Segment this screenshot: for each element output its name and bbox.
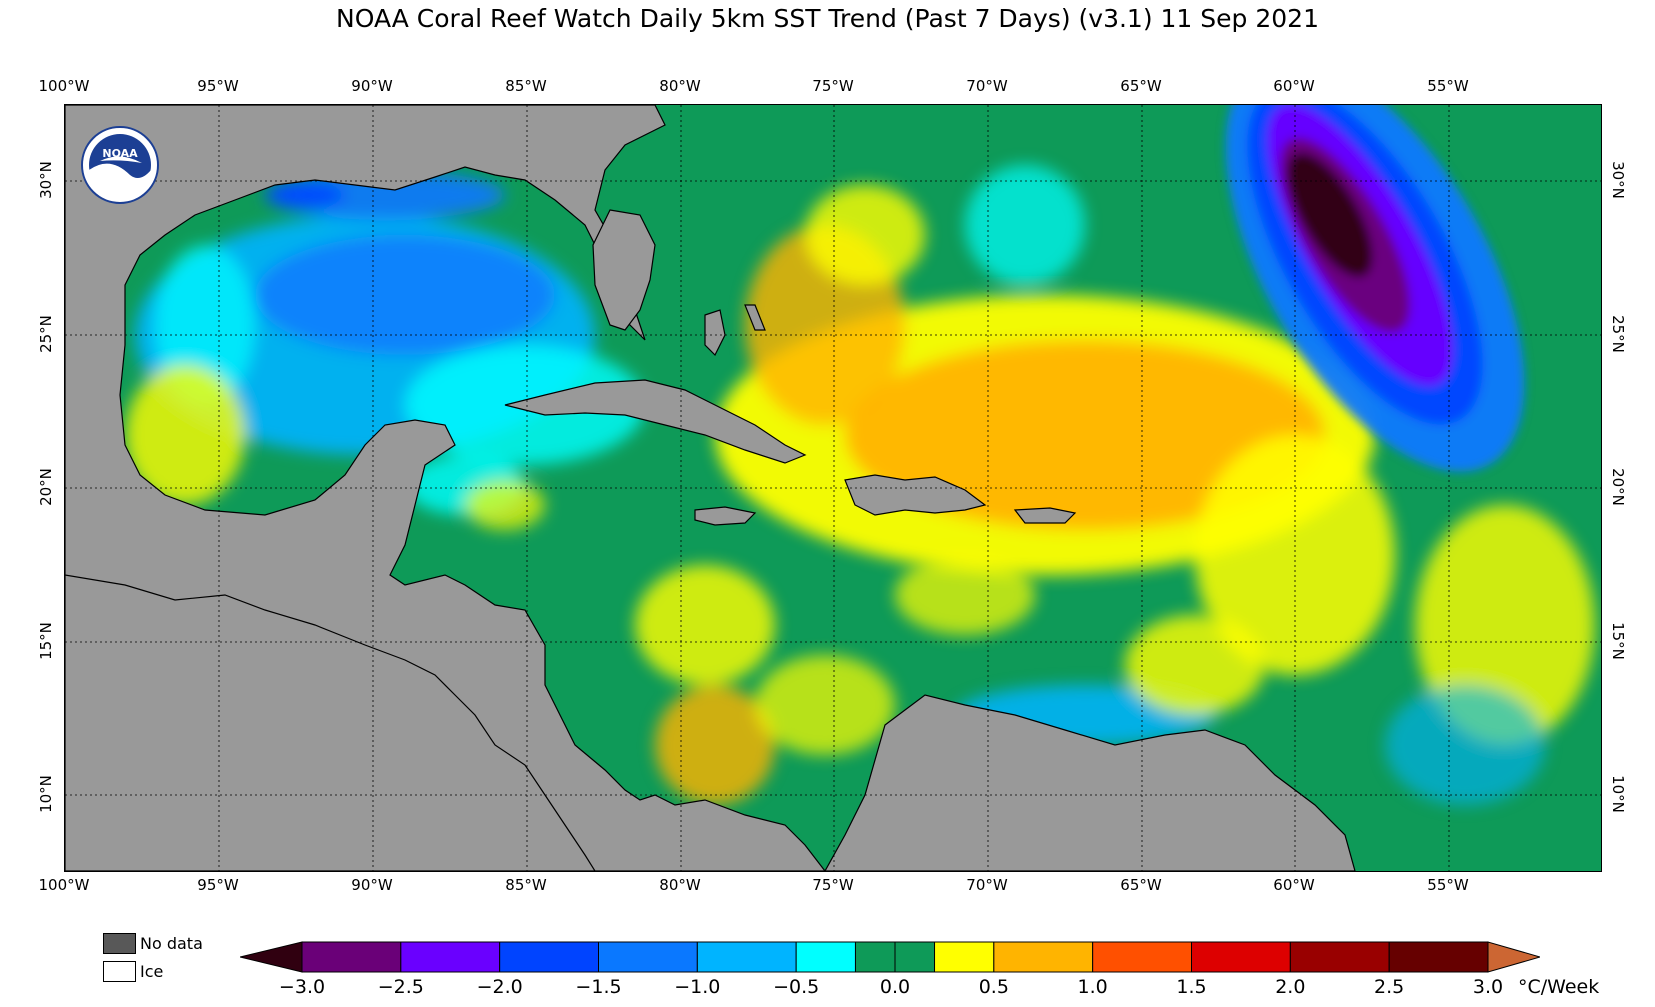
lon-tick-top: 100°W	[38, 77, 90, 95]
ice-label: Ice	[140, 962, 164, 981]
colorbar-over-arrow	[1487, 941, 1540, 973]
hispaniola-island	[844, 474, 987, 516]
colorbar-tick-label: 2.0	[1275, 976, 1306, 998]
colorbar-tick-label: 0.0	[879, 976, 911, 998]
sst-map-svg: NOAA	[65, 105, 1601, 871]
colorbar-bin	[696, 941, 797, 973]
colorbar-bin	[854, 941, 896, 973]
lat-tick-right: 15°N	[1609, 622, 1627, 660]
colorbar-tick-label: 1.0	[1077, 976, 1108, 998]
south-america-land	[824, 694, 1356, 871]
colorbar-tick-label: −2.0	[476, 976, 523, 998]
lon-tick-top: 60°W	[1273, 77, 1315, 95]
lon-tick-top: 75°W	[812, 77, 854, 95]
lat-tick-left: 30°N	[37, 161, 55, 199]
colorbar-tick-label: −0.5	[773, 976, 820, 998]
colorbar-tick-label: 2.5	[1374, 976, 1405, 998]
lon-tick-bottom: 80°W	[659, 876, 701, 894]
colorbar-tick-label: 3.0	[1472, 976, 1504, 998]
colorbar-tick-label: −2.5	[377, 976, 424, 998]
colorbar-bin	[934, 941, 995, 973]
colorbar-bin	[301, 941, 402, 973]
colorbar-bin	[1191, 941, 1291, 973]
north-america-land	[65, 105, 826, 871]
map-title: NOAA Coral Reef Watch Daily 5km SST Tren…	[336, 4, 1319, 33]
colorbar-bin	[795, 941, 856, 973]
no-data-swatch	[103, 933, 136, 954]
colorbar-tick-label: −3.0	[278, 976, 326, 998]
colorbar-bin	[400, 941, 501, 973]
land-masses	[65, 105, 1356, 871]
lon-tick-bottom: 90°W	[351, 876, 393, 894]
lat-tick-right: 30°N	[1609, 161, 1627, 199]
colorbar-under-arrow	[240, 941, 303, 973]
colorbar-tick-label: −1.5	[575, 976, 622, 998]
jamaica-island	[694, 506, 757, 526]
lon-tick-top: 80°W	[659, 77, 701, 95]
graticule	[65, 105, 1601, 871]
lon-tick-top: 90°W	[351, 77, 393, 95]
lon-tick-bottom: 70°W	[966, 876, 1008, 894]
colorbar-tick-label: −1.0	[674, 976, 721, 998]
svg-text:NOAA: NOAA	[102, 147, 138, 160]
lat-tick-right: 20°N	[1609, 468, 1627, 506]
lat-tick-left: 10°N	[37, 775, 55, 813]
lon-tick-bottom: 65°W	[1120, 876, 1162, 894]
colorbar-tick-label: 0.5	[978, 976, 1009, 998]
no-data-label: No data	[140, 934, 203, 953]
lat-tick-right: 25°N	[1609, 315, 1627, 353]
noaa-logo: NOAA	[81, 126, 159, 204]
lat-tick-right: 10°N	[1609, 775, 1627, 813]
lon-tick-bottom: 95°W	[197, 876, 239, 894]
lon-tick-top: 70°W	[966, 77, 1008, 95]
colorbar	[240, 941, 1540, 973]
cuba-island	[504, 379, 807, 464]
colorbar-bin	[598, 941, 698, 973]
puerto-rico-island	[1013, 507, 1077, 524]
colorbar-bin	[499, 941, 599, 973]
lon-tick-bottom: 75°W	[812, 876, 854, 894]
florida-peninsula	[592, 209, 656, 331]
lat-tick-left: 15°N	[37, 622, 55, 660]
lon-tick-bottom: 60°W	[1273, 876, 1315, 894]
lon-tick-bottom: 55°W	[1427, 876, 1469, 894]
lon-tick-top: 85°W	[505, 77, 547, 95]
lat-tick-left: 20°N	[37, 468, 55, 506]
lon-tick-bottom: 85°W	[505, 876, 547, 894]
bahamas-islands	[704, 304, 766, 357]
colorbar-tick-label: 1.5	[1176, 976, 1207, 998]
colorbar-bin	[1092, 941, 1193, 973]
lon-tick-bottom: 100°W	[38, 876, 90, 894]
lon-tick-top: 55°W	[1427, 77, 1469, 95]
lon-tick-top: 95°W	[197, 77, 239, 95]
lon-tick-top: 65°W	[1120, 77, 1162, 95]
atlantic-warming-region	[715, 165, 1595, 805]
colorbar-bin	[1388, 941, 1489, 973]
sst-trend-map: NOAA	[64, 104, 1602, 872]
northeast-cooling-region	[1225, 105, 1525, 472]
colorbar-bin	[894, 941, 936, 973]
caribbean-mixed-region	[635, 555, 1265, 805]
colorbar-units: °C/Week	[1518, 976, 1600, 998]
lat-tick-left: 25°N	[37, 315, 55, 353]
ice-swatch	[103, 961, 136, 982]
colorbar-bin	[1289, 941, 1390, 973]
colorbar-bin	[993, 941, 1094, 973]
